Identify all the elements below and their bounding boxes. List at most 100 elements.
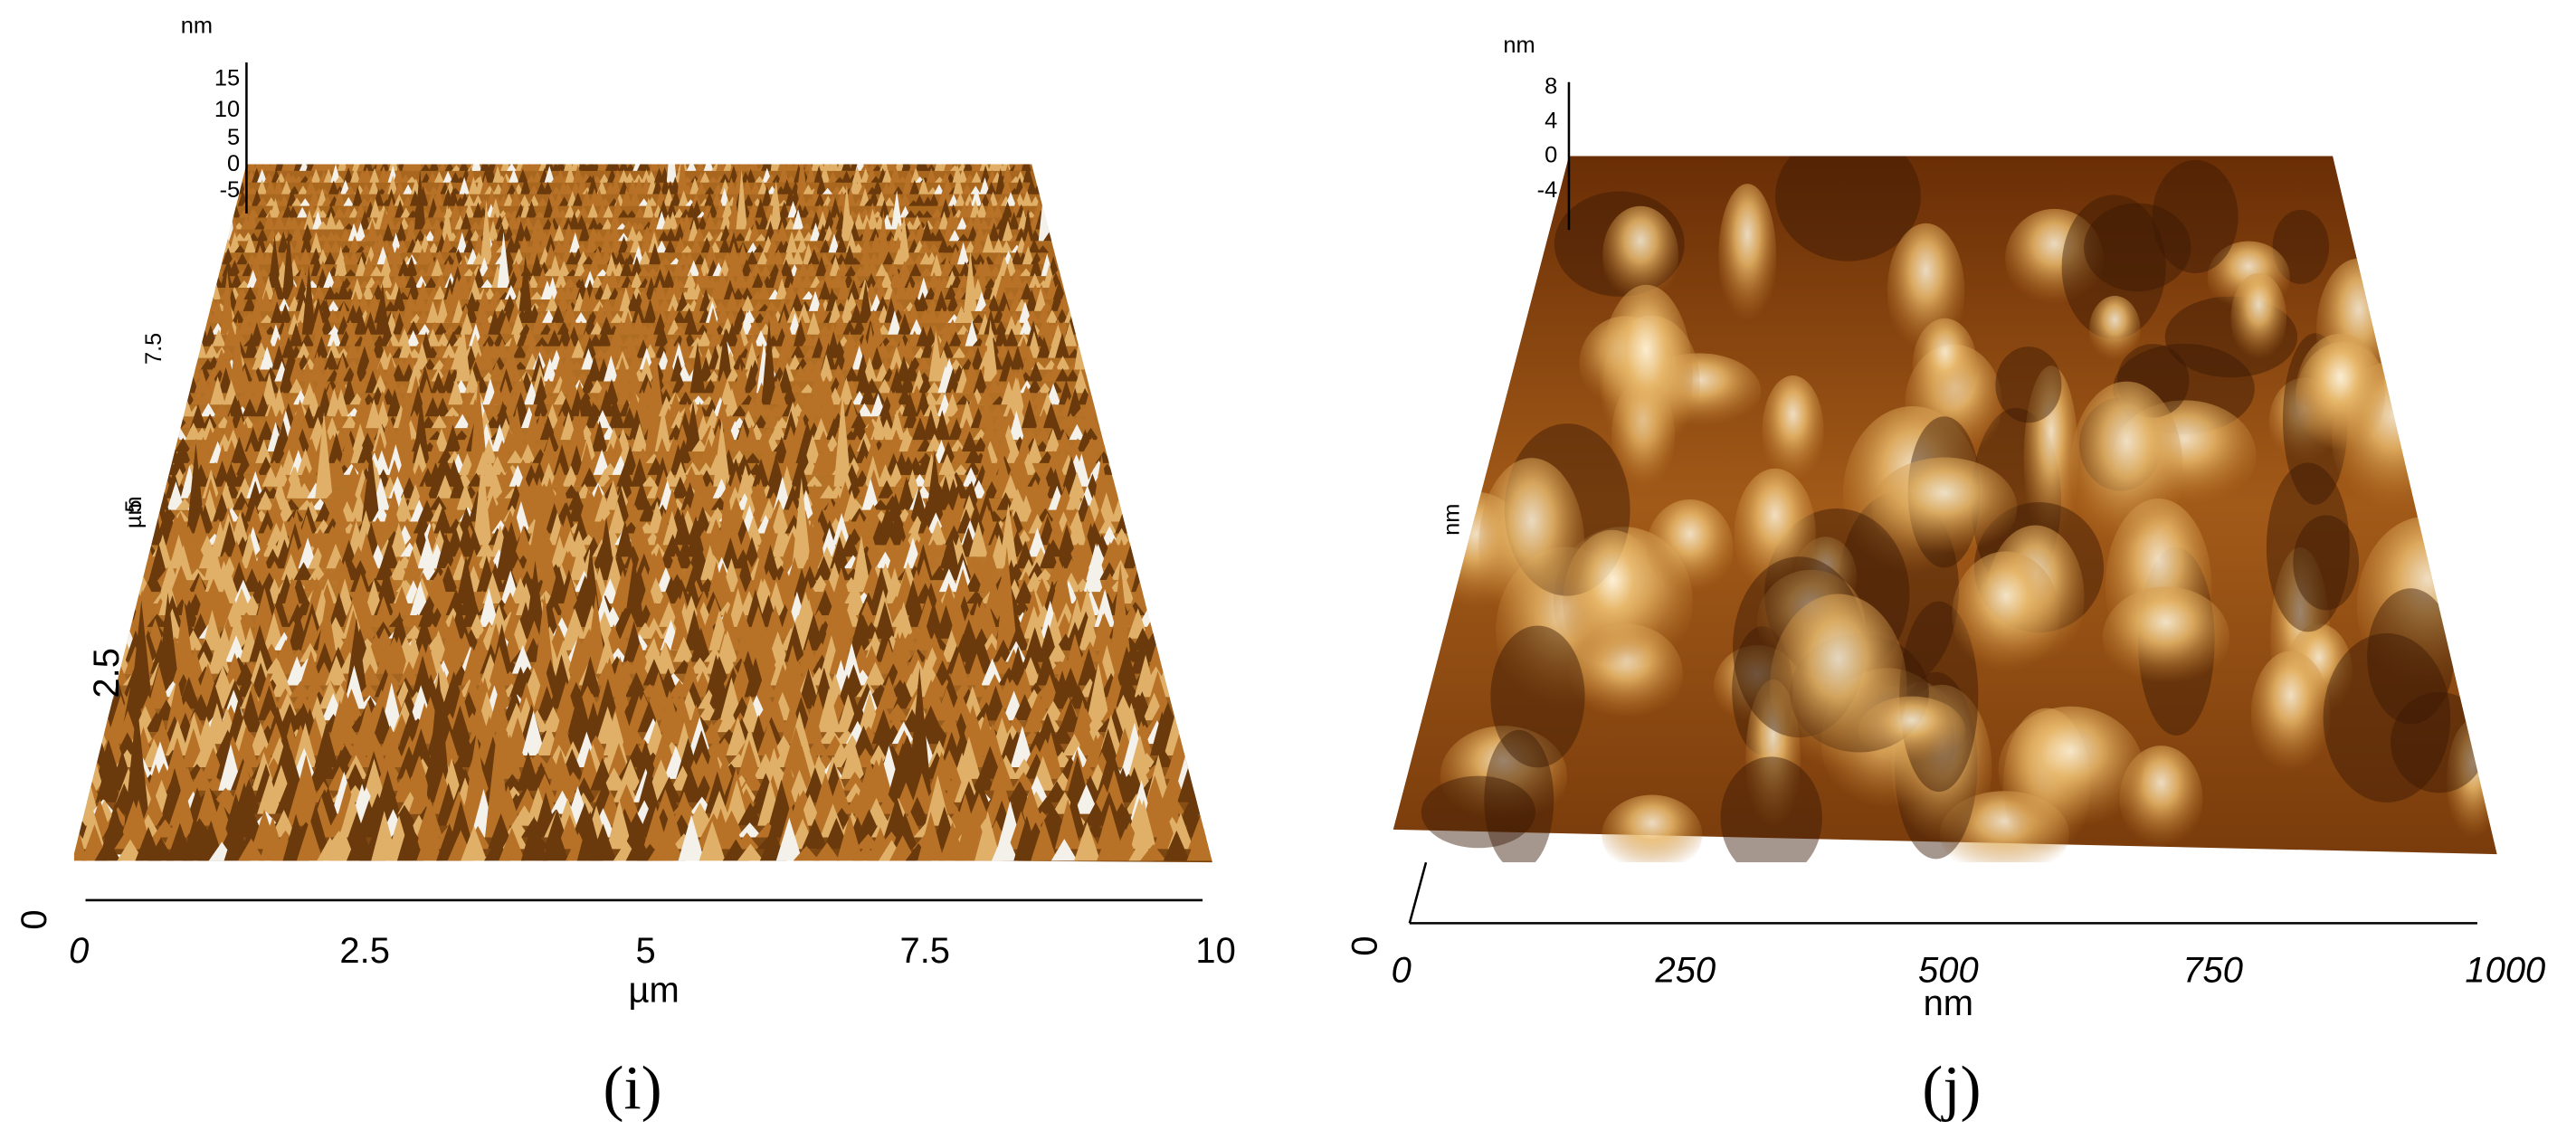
spike	[604, 253, 618, 277]
spike	[829, 494, 848, 522]
spike	[555, 270, 567, 289]
spike	[807, 248, 821, 265]
spike	[743, 194, 755, 206]
spike	[413, 287, 428, 311]
spike	[704, 192, 716, 206]
spike	[732, 355, 747, 370]
spike	[253, 164, 264, 171]
spike	[363, 164, 374, 171]
spike	[460, 212, 472, 230]
spike	[489, 237, 501, 253]
spike	[257, 207, 269, 218]
spike	[964, 362, 979, 382]
spike	[262, 366, 279, 382]
spike	[328, 180, 339, 195]
spike	[360, 183, 372, 195]
spike	[756, 233, 767, 242]
spike	[791, 249, 804, 265]
spike	[725, 322, 740, 347]
spike	[969, 199, 982, 218]
spike	[594, 492, 613, 522]
spike	[639, 250, 651, 265]
spike	[437, 164, 448, 171]
spike	[979, 177, 991, 195]
spike	[356, 293, 370, 311]
spike	[425, 346, 440, 358]
spike	[953, 286, 966, 299]
spike	[752, 397, 768, 417]
spike	[709, 376, 726, 405]
spike	[688, 453, 706, 463]
spike	[888, 309, 902, 335]
spike	[384, 210, 396, 230]
spike	[531, 164, 542, 171]
spike	[386, 388, 403, 417]
spike	[480, 199, 493, 265]
spike	[261, 252, 274, 265]
spike	[900, 339, 916, 358]
spike	[230, 511, 250, 546]
spike	[889, 164, 901, 183]
spike	[562, 182, 574, 195]
spike	[627, 368, 643, 394]
spike	[493, 498, 512, 510]
spike	[333, 388, 349, 417]
spike	[703, 164, 714, 171]
spike	[468, 176, 480, 195]
spike	[649, 164, 660, 171]
spike	[321, 195, 333, 206]
spike	[672, 309, 687, 323]
spike	[869, 227, 881, 242]
spike	[894, 278, 908, 299]
spike	[323, 168, 334, 183]
spike	[604, 355, 619, 382]
spike	[626, 210, 638, 218]
spike	[384, 369, 400, 394]
spike	[343, 166, 354, 183]
spike	[585, 232, 598, 253]
spike	[1069, 423, 1086, 441]
spike	[426, 440, 444, 463]
spike	[406, 176, 417, 183]
spike	[1022, 428, 1039, 441]
spike	[971, 213, 984, 230]
spike	[648, 214, 660, 230]
spike	[1037, 305, 1051, 323]
spike	[500, 164, 511, 171]
spike	[671, 476, 689, 499]
spike	[277, 298, 291, 311]
spike	[1018, 301, 1032, 323]
spike	[420, 164, 431, 171]
spike	[366, 219, 378, 242]
spike	[927, 243, 940, 253]
spike	[446, 508, 465, 522]
spike	[333, 206, 346, 218]
spike	[392, 286, 406, 311]
spike	[356, 333, 372, 358]
spike	[190, 404, 206, 429]
spike	[964, 461, 982, 475]
spike	[358, 210, 371, 230]
spike	[631, 312, 646, 335]
spike	[671, 461, 690, 487]
spike	[585, 288, 600, 311]
spike	[893, 185, 904, 195]
spike	[540, 378, 556, 394]
spike	[547, 329, 562, 347]
spike	[618, 164, 629, 171]
spike	[814, 192, 826, 206]
spike	[940, 198, 952, 218]
spike	[404, 255, 418, 277]
spike	[640, 232, 652, 253]
spike	[393, 166, 404, 183]
spike	[558, 196, 570, 206]
spike	[1002, 165, 1013, 183]
spike	[880, 271, 894, 289]
spike	[666, 199, 678, 218]
spike	[564, 204, 576, 218]
spike	[1055, 356, 1070, 370]
spike	[166, 480, 185, 510]
spike	[1019, 279, 1032, 289]
spike	[602, 218, 613, 230]
